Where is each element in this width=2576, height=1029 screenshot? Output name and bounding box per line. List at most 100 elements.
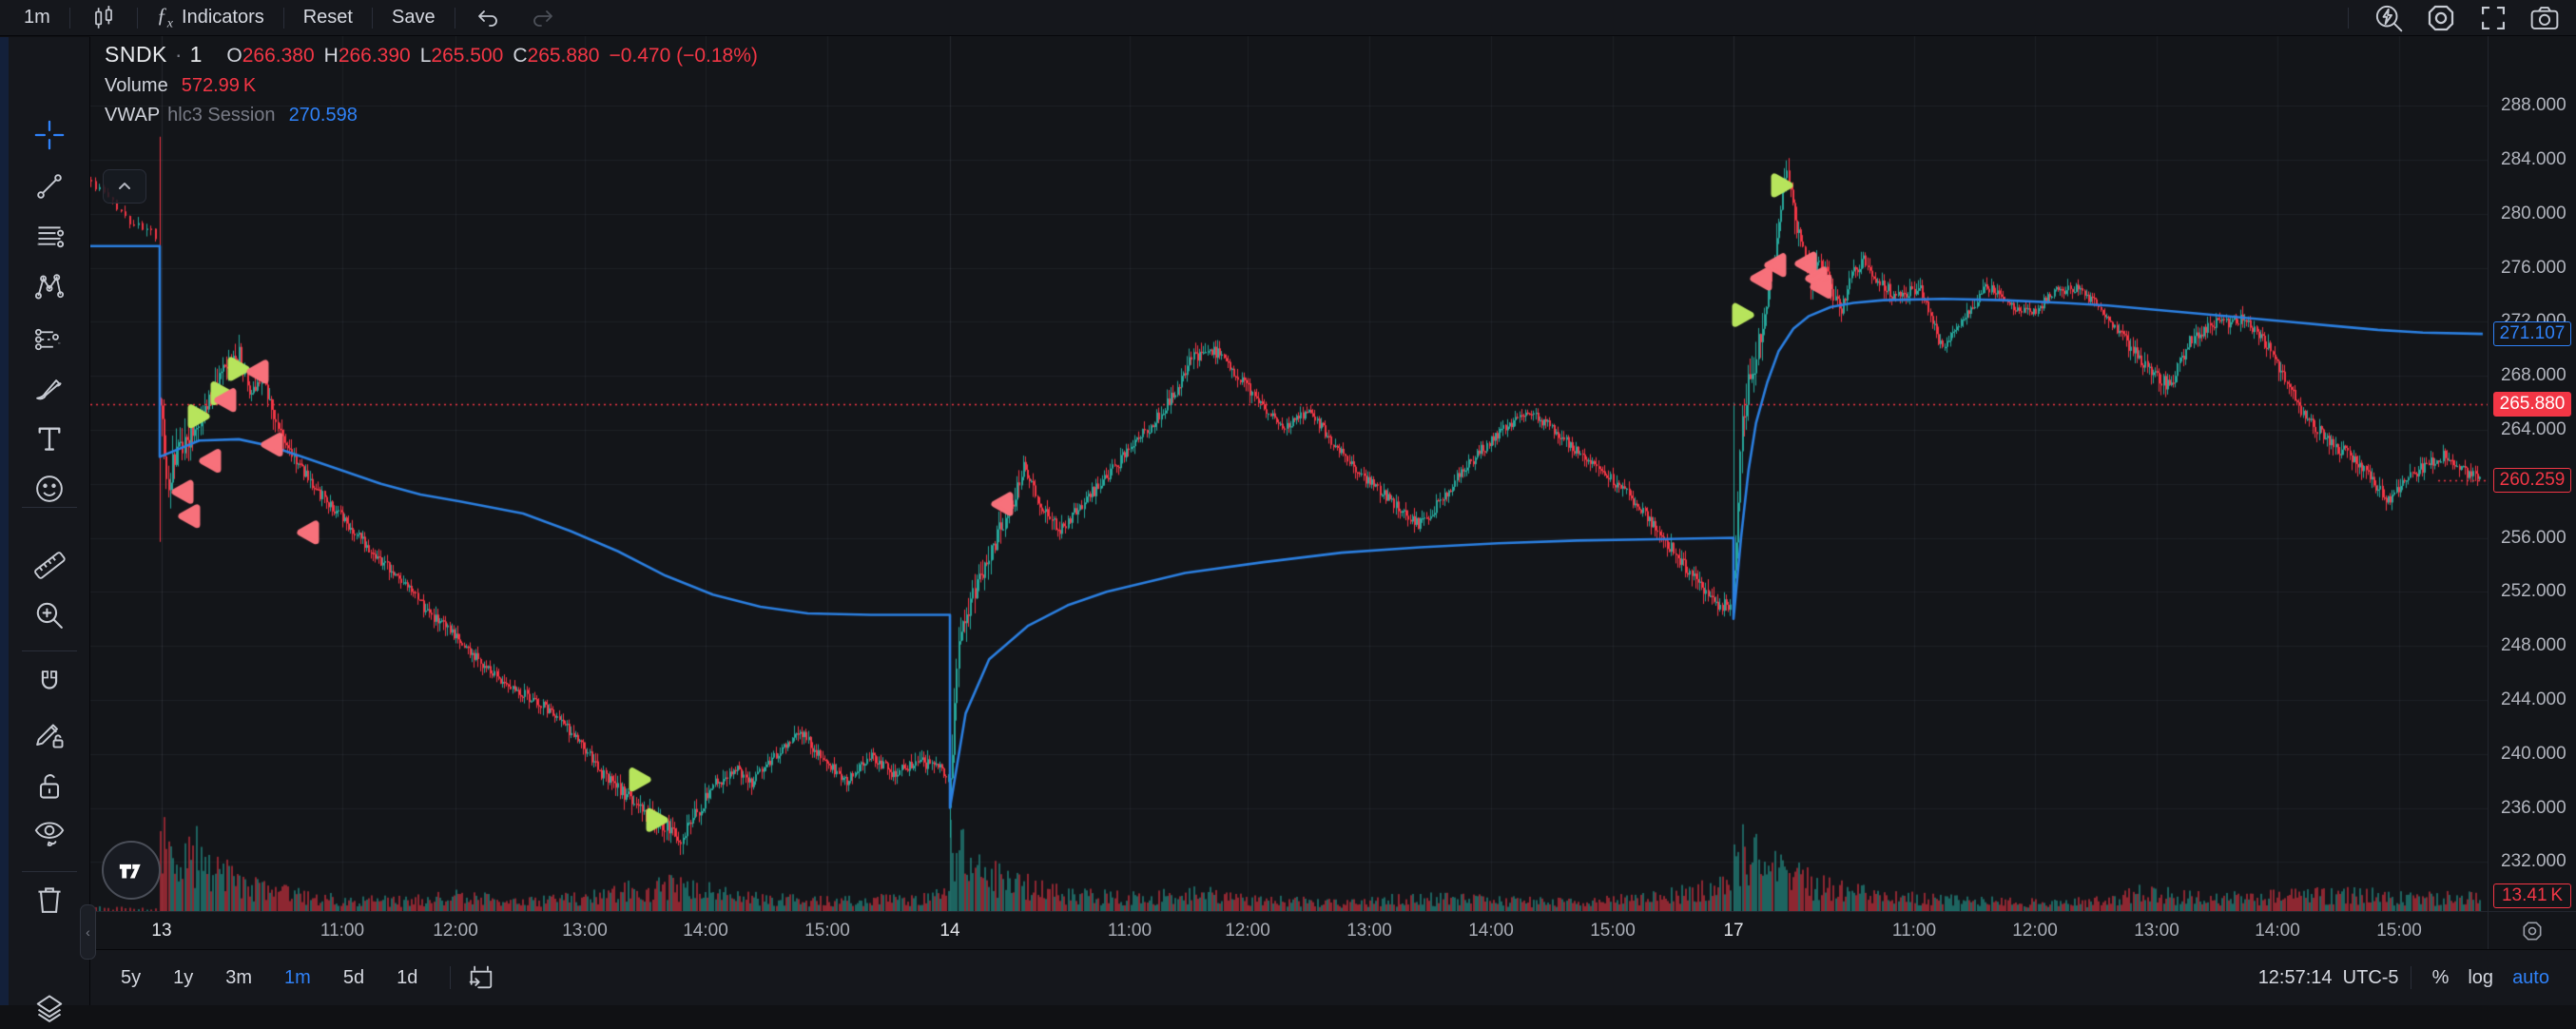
ohlc-key: O: [226, 45, 242, 67]
last-price-label: 265.880: [2493, 392, 2571, 417]
timezone-label: UTC-5: [2343, 967, 2399, 988]
ohlc-value: 266.380: [242, 45, 315, 67]
undo-button[interactable]: [460, 4, 515, 32]
vwap-params: hlc3 Session: [167, 106, 275, 125]
lightning-search-icon[interactable]: [2373, 2, 2405, 34]
reset-label: Reset: [303, 7, 353, 29]
price-tick: 248.000: [2501, 635, 2566, 656]
unlock-icon: [32, 769, 67, 804]
bottom-toolbar: 5y 1y 3m 1m 5d 1d 12:57:14 UTC-5 % log auto: [90, 949, 2576, 1005]
price-axis[interactable]: 288.000284.000280.000276.000272.000268.0…: [2488, 36, 2576, 911]
object-tree-button[interactable]: [29, 989, 69, 1029]
price-tick: 268.000: [2501, 365, 2566, 386]
time-tick: 11:00: [320, 921, 364, 942]
vwap-price-label: 271.107: [2493, 321, 2571, 346]
zoom-in-tool-button[interactable]: [29, 595, 69, 635]
go-to-date-button[interactable]: [466, 962, 496, 993]
toolbar-divider: [137, 8, 138, 29]
time-tick: 15:00: [804, 921, 850, 942]
magnet-icon: [32, 667, 67, 701]
range-3m-button[interactable]: 3m: [214, 962, 263, 994]
axis-settings-corner[interactable]: [2488, 911, 2576, 949]
zoomin-icon: [32, 598, 67, 632]
eyebrush-icon: [32, 817, 67, 851]
layers-icon: [31, 991, 68, 1027]
range-5y-button[interactable]: 5y: [109, 962, 152, 994]
forecast-tool-button[interactable]: [29, 320, 69, 359]
interval-button[interactable]: 1m: [10, 4, 65, 32]
axis-settings-gear-icon: [2520, 919, 2545, 943]
chevron-up-icon: [115, 177, 134, 196]
pencillock-icon: [32, 719, 67, 753]
pattern-tool-button[interactable]: [29, 267, 69, 307]
fullscreen-icon[interactable]: [2477, 2, 2509, 34]
change-value: −0.470 (−0.18%): [609, 46, 757, 66]
trading-platform-window: { "header": { "interval": "1m", "indicat…: [0, 0, 2576, 1005]
toolbar-collapse-handle[interactable]: ‹: [80, 904, 96, 960]
indicators-label: Indicators: [182, 7, 264, 29]
time-tick: 12:00: [1225, 921, 1270, 942]
time-tick: 14:00: [2255, 921, 2300, 942]
brush-tool-button[interactable]: [29, 371, 69, 411]
vwap-label: VWAP: [105, 106, 160, 125]
settings-icon[interactable]: [2424, 1, 2458, 35]
ohlc-value: 266.390: [339, 45, 411, 67]
date-ranges: 5y 1y 3m 1m 5d 1d: [109, 962, 438, 994]
ohlc-value: 265.880: [528, 45, 600, 67]
auto-scale-button[interactable]: auto: [2503, 963, 2559, 993]
vwap-legend-row[interactable]: VWAP hlc3 Session 270.598: [105, 106, 758, 125]
price-tick: 280.000: [2501, 204, 2566, 224]
stay-in-drawing-mode-button[interactable]: [29, 716, 69, 756]
emoji-icon: [32, 472, 67, 506]
fib-icon: [32, 220, 67, 254]
range-5d-button[interactable]: 5d: [332, 962, 376, 994]
candlestick-chart-canvas[interactable]: [90, 36, 2488, 911]
chart-style-button[interactable]: [75, 4, 132, 32]
ohlc-key: C: [513, 45, 527, 67]
crosshair-tool-button[interactable]: [29, 115, 69, 155]
toolbar-divider: [22, 507, 77, 508]
legend-collapse-button[interactable]: [103, 169, 146, 204]
range-1m-button[interactable]: 1m: [273, 962, 322, 994]
reset-button[interactable]: Reset: [289, 4, 367, 32]
ohlc-value: 265.500: [431, 45, 503, 67]
ohlc-values: O266.380 H266.390 L265.500 C265.880: [217, 46, 599, 66]
price-tick: 256.000: [2501, 528, 2566, 549]
indicators-button[interactable]: ƒx Indicators: [143, 4, 279, 32]
range-1d-button[interactable]: 1d: [385, 962, 429, 994]
log-scale-button[interactable]: log: [2458, 963, 2503, 993]
screenshot-icon[interactable]: [2528, 2, 2561, 34]
fib-retracement-tool-button[interactable]: [29, 217, 69, 257]
ohlc-key: L: [420, 45, 432, 67]
redo-button[interactable]: [515, 4, 571, 32]
magnet-mode-button[interactable]: [29, 664, 69, 704]
emoji-tool-button[interactable]: [29, 469, 69, 509]
symbol-name: SNDK: [105, 44, 167, 66]
clock[interactable]: 12:57:14 UTC-5: [2258, 967, 2399, 989]
clock-time: 12:57:14: [2258, 967, 2333, 988]
range-1y-button[interactable]: 1y: [162, 962, 204, 994]
percent-scale-button[interactable]: %: [2423, 963, 2459, 993]
tradingview-logo[interactable]: [102, 841, 161, 900]
save-button[interactable]: Save: [378, 4, 450, 32]
toolbar-divider: [283, 8, 284, 29]
text-tool-button[interactable]: [29, 418, 69, 458]
top-toolbar: 1m ƒx Indicators Reset Save: [0, 0, 2576, 36]
time-tick: 15:00: [1590, 921, 1636, 942]
volume-value: 572.99 K: [182, 76, 257, 95]
hide-all-drawings-button[interactable]: [29, 814, 69, 854]
volume-legend-row[interactable]: Volume 572.99 K: [105, 76, 758, 95]
fx-icon: ƒx: [157, 3, 173, 31]
trend-line-tool-button[interactable]: [29, 166, 69, 206]
time-tick: 14:00: [683, 921, 728, 942]
text-icon: [32, 421, 67, 456]
measure-tool-button[interactable]: [29, 545, 69, 585]
pattern-icon: [32, 270, 67, 304]
lock-all-drawings-button[interactable]: [29, 767, 69, 806]
time-tick: 12:00: [2012, 921, 2058, 942]
remove-objects-button[interactable]: [29, 880, 69, 920]
ohlc-key: H: [324, 45, 339, 67]
time-tick: 12:00: [433, 921, 478, 942]
